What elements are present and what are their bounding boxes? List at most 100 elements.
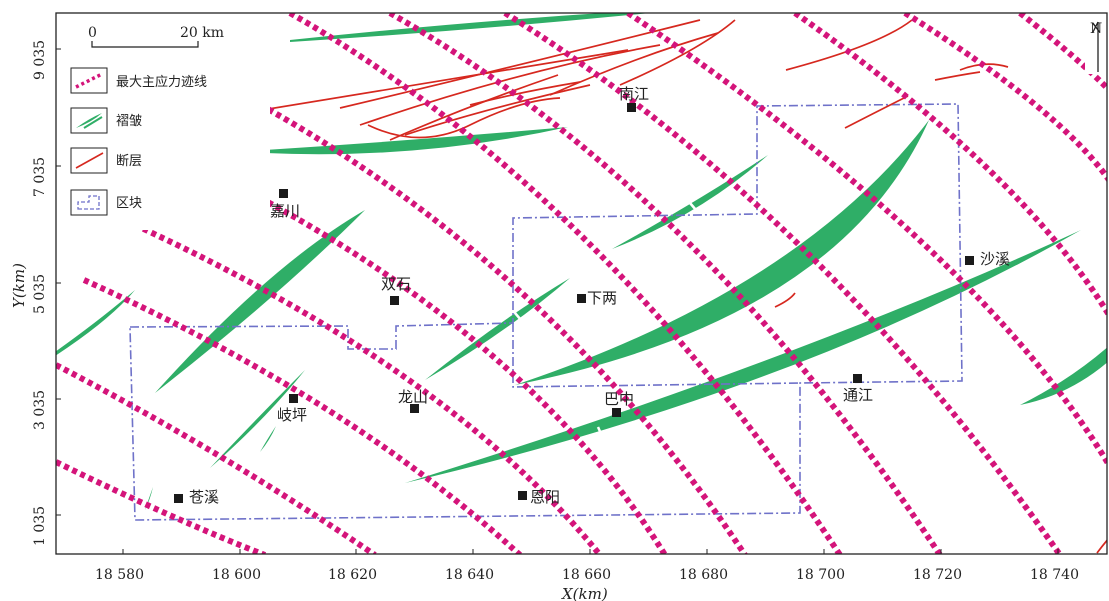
- y-tick-label: 9 035: [32, 40, 48, 80]
- fold: [56, 290, 135, 356]
- x-tick-label: 18 680: [679, 567, 728, 583]
- block-boundary-icon: [70, 189, 108, 216]
- x-axis: [122, 549, 1059, 554]
- town-xialiang: 下两: [577, 289, 617, 307]
- x-tick-labels: 18 580 18 600 18 620 18 640 18 660 18 68…: [95, 567, 1079, 601]
- legend-label: 断层: [116, 154, 142, 169]
- legend-item-block: 区块: [70, 189, 142, 216]
- legend-label: 褶皱: [116, 113, 142, 129]
- town-marker: [390, 296, 399, 305]
- fold: [265, 127, 568, 155]
- legend-label: 最大主应力迹线: [116, 74, 207, 90]
- stress-trajectory: [235, 89, 748, 554]
- fault: [1096, 539, 1107, 554]
- town-label: 通江: [843, 386, 873, 404]
- x-tick-label: 18 740: [1030, 567, 1079, 583]
- town-shuangshi: 双石: [381, 275, 411, 305]
- y-tick-label: 7 035: [32, 157, 48, 197]
- town-label: 恩阳: [530, 488, 560, 506]
- town-label: 苍溪: [189, 488, 219, 506]
- x-tick-label: 18 580: [95, 567, 144, 583]
- legend: 0 20 km 最大主应力迹线 褶皱 断层 区块: [60, 15, 270, 230]
- x-tick-label: 18 700: [796, 567, 845, 583]
- fault: [844, 95, 909, 129]
- legend-item-fold: 褶皱: [70, 107, 142, 134]
- stress-trajectory: [903, 13, 1107, 182]
- stress-trajectory: [1018, 13, 1107, 93]
- town-tongjiang: 通江: [843, 374, 873, 404]
- y-axis: [56, 48, 61, 516]
- stress-trajectory: [133, 222, 603, 554]
- fault: [785, 19, 913, 71]
- town-nanjiang: 南江: [619, 85, 649, 112]
- y-tick-label: 1 035: [32, 506, 48, 546]
- x-tick-label: 18 620: [328, 567, 377, 583]
- scale-start: 0: [88, 25, 97, 41]
- town-marker: [627, 103, 636, 112]
- town-marker: [289, 394, 298, 403]
- town-marker: [612, 408, 621, 417]
- town-marker: [410, 404, 419, 413]
- stress-trajectory: [503, 13, 1063, 554]
- fold: [260, 426, 276, 452]
- fault: [469, 81, 581, 106]
- block-boundary-layer: [129, 103, 963, 521]
- fold: [1020, 347, 1107, 405]
- fault: [389, 74, 559, 141]
- dotted-magenta-line-icon: [70, 67, 108, 94]
- y-tick-labels: 9 035 7 035 5 035 3 035 1 035 Y(km): [10, 40, 48, 546]
- fault: [619, 19, 736, 86]
- town-cangxi: 苍溪: [174, 488, 219, 506]
- fault: [359, 44, 661, 126]
- north-arrow-icon: N: [1085, 14, 1107, 74]
- town-longshan: 龙山: [398, 388, 428, 413]
- legend-item-fault: 断层: [70, 147, 142, 174]
- legend-item-stress: 最大主应力迹线: [70, 67, 207, 94]
- x-tick-label: 18 660: [562, 567, 611, 583]
- town-label: 双石: [381, 275, 411, 293]
- legend-label: 区块: [116, 196, 142, 211]
- town-label: 巴中: [604, 390, 634, 408]
- town-bazhong: 巴中: [604, 390, 634, 417]
- fold: [425, 278, 570, 380]
- x-axis-title: X(km): [561, 585, 608, 601]
- town-label: 南江: [619, 85, 649, 103]
- town-marker: [853, 374, 862, 383]
- block-boundary: [129, 103, 963, 521]
- stress-trajectory: [56, 362, 377, 554]
- town-layer: 南江 嘉川 双石 下两 沙溪 岐坪: [174, 85, 1010, 506]
- fold-icon: [70, 107, 108, 134]
- town-marker: [518, 491, 527, 500]
- town-label: 岐坪: [277, 406, 307, 424]
- town-marker: [279, 189, 288, 198]
- town-enyang: 恩阳: [518, 488, 560, 506]
- town-label: 下两: [587, 289, 617, 307]
- stress-trajectory: [288, 13, 843, 554]
- scale-bar: 0 20 km: [88, 25, 224, 48]
- town-label: 龙山: [398, 388, 428, 406]
- fault-line-icon: [70, 147, 108, 174]
- scale-end: 20 km: [180, 25, 224, 41]
- y-tick-label: 5 035: [32, 274, 48, 314]
- town-label: 沙溪: [980, 250, 1010, 268]
- fault: [404, 84, 591, 136]
- town-qiping: 岐坪: [277, 394, 307, 424]
- town-marker: [174, 494, 183, 503]
- x-tick-label: 18 600: [212, 567, 261, 583]
- stress-trajectory-layer: [56, 13, 1107, 554]
- y-axis-title: Y(km): [10, 263, 28, 308]
- stress-trajectory: [178, 154, 668, 554]
- fault: [934, 71, 981, 81]
- town-shaxi: 沙溪: [965, 250, 1010, 268]
- fault-layer: [219, 19, 1107, 554]
- north-label: N: [1090, 21, 1102, 37]
- y-tick-label: 3 035: [32, 390, 48, 430]
- fold: [155, 210, 365, 393]
- stress-trajectory: [388, 13, 943, 554]
- fold: [210, 370, 305, 468]
- stress-trajectory: [82, 277, 523, 554]
- fault: [339, 19, 701, 109]
- fault: [367, 97, 561, 139]
- fold: [612, 155, 768, 249]
